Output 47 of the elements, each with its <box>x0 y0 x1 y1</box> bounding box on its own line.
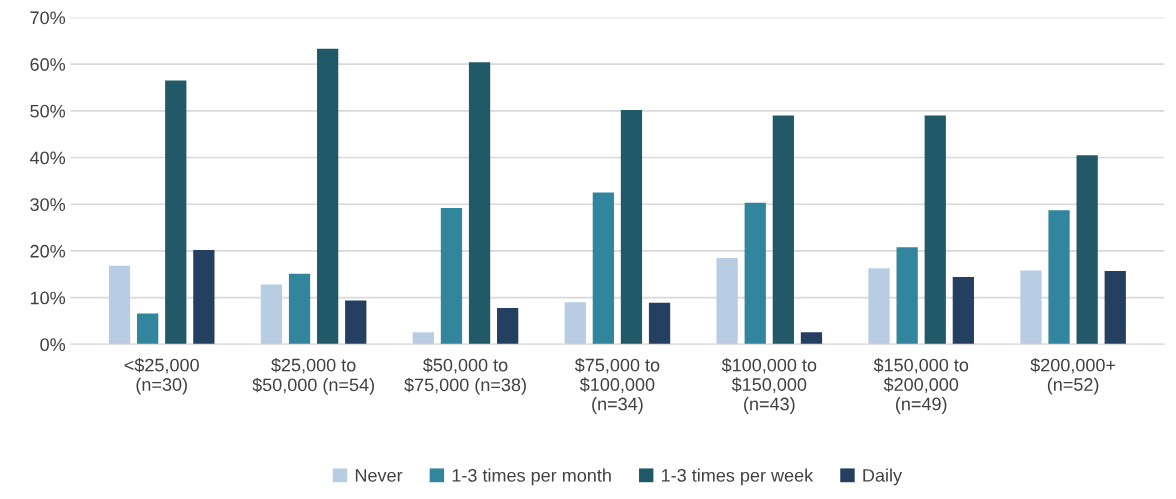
y-tick-label: 70% <box>30 11 66 25</box>
legend-label: Daily <box>863 468 902 486</box>
bar <box>440 207 463 345</box>
bar <box>924 115 946 345</box>
x-tick-label: $50,000 to $75,000 (n=38) <box>404 357 526 395</box>
bar <box>288 273 311 345</box>
bar <box>165 80 187 345</box>
y-tick-label: 20% <box>30 244 66 258</box>
x-tick-label: $200,000+ (n=52) <box>1030 357 1116 395</box>
bar <box>497 307 519 345</box>
bar <box>108 265 131 345</box>
bar <box>896 247 918 345</box>
y-tick-label: 0% <box>40 338 66 352</box>
bar <box>193 249 215 345</box>
y-tick-label: 30% <box>30 198 66 211</box>
legend-label: 1-3 times per month <box>452 468 611 486</box>
bar <box>260 284 283 345</box>
bar <box>468 62 491 345</box>
y-tick-label: 40% <box>29 151 66 165</box>
bar <box>592 192 614 345</box>
legend-label: 1-3 times per week <box>662 468 814 486</box>
bar <box>137 313 159 345</box>
bar <box>716 257 738 345</box>
bar <box>1104 271 1126 345</box>
bar <box>800 332 823 345</box>
x-tick-label: $150,000 to $200,000 (n=49) <box>873 357 969 414</box>
bar <box>317 48 339 345</box>
bar <box>648 302 671 345</box>
bar <box>412 332 434 345</box>
bar <box>620 109 643 345</box>
bar <box>1020 270 1042 345</box>
bar <box>868 268 890 345</box>
legend-label: Never <box>355 469 403 482</box>
x-tick-label: $100,000 to $150,000 (n=43) <box>721 357 817 414</box>
y-tick-label: 10% <box>30 291 66 305</box>
bar <box>772 115 794 345</box>
x-tick-label: $75,000 to $100,000 (n=34) <box>574 357 660 414</box>
x-tick-label: $25,000 to $50,000 (n=54) <box>252 357 374 395</box>
bar <box>564 302 586 345</box>
y-tick-label: 60% <box>30 58 66 71</box>
bar <box>952 277 974 345</box>
y-tick-label: 50% <box>30 104 66 118</box>
bar <box>1076 155 1098 345</box>
bar <box>1048 210 1070 345</box>
bar <box>744 202 766 345</box>
x-tick-label: <$25,000 (n=30) <box>124 357 199 395</box>
bar <box>345 300 367 345</box>
